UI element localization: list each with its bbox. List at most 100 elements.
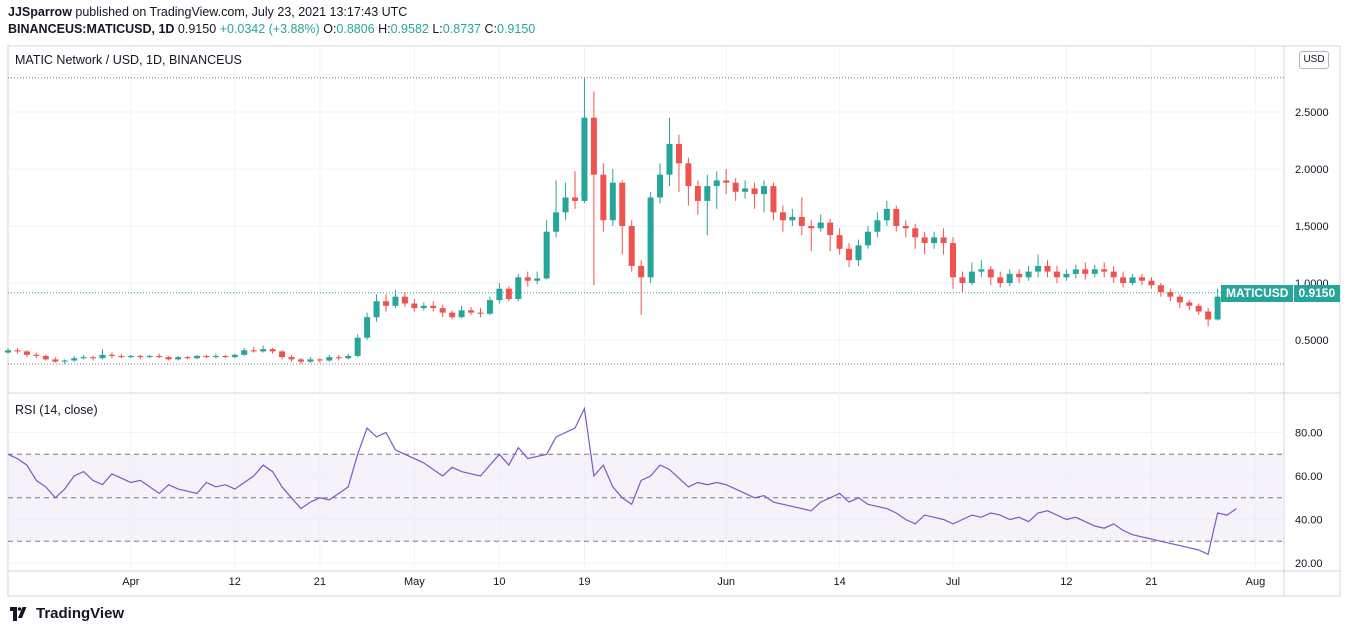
candle-body [846, 248, 853, 261]
candle-body [184, 357, 191, 359]
candle [401, 292, 408, 307]
candle-body [761, 186, 767, 195]
rsi-legend: RSI (14, close) [15, 403, 98, 417]
candle-body [316, 359, 323, 361]
candle [902, 220, 909, 238]
currency-button[interactable]: USD [1299, 51, 1329, 69]
candle-body [694, 186, 701, 201]
candle [808, 220, 815, 252]
candle [1006, 269, 1013, 287]
candle [1205, 308, 1212, 327]
candle [420, 302, 427, 311]
candle-body [250, 350, 257, 352]
candle [883, 200, 890, 226]
candle [723, 169, 730, 195]
candle [647, 191, 654, 283]
candle [1214, 288, 1221, 321]
candle-body [940, 237, 947, 244]
tradingview-logo-icon [10, 606, 27, 621]
publisher-name[interactable]: JJSparrow [8, 5, 72, 19]
candle-body [42, 355, 49, 360]
last-price: 0.9150 [177, 22, 217, 36]
candle-body [108, 354, 115, 356]
candle [581, 77, 588, 204]
candle-body [1148, 280, 1155, 286]
candle-body [1139, 277, 1145, 281]
candle-body [486, 300, 493, 314]
candle [1101, 262, 1108, 278]
candle [704, 174, 711, 236]
candle-body [345, 355, 352, 359]
candle-body [146, 355, 153, 358]
x-tick-label: Apr [122, 576, 139, 588]
candle-body [959, 277, 966, 283]
candle [71, 355, 78, 362]
candle [779, 205, 786, 232]
candle-body [628, 226, 635, 266]
candle-body [1120, 277, 1127, 283]
high-label: H: [378, 22, 391, 36]
y-tick-label: 1.5000 [1295, 221, 1329, 233]
candle-body [203, 355, 210, 358]
candle [42, 354, 49, 361]
candle-body [401, 296, 408, 304]
candle [978, 260, 985, 278]
candle-body [779, 212, 786, 221]
candle-body [647, 197, 654, 278]
candle-body [5, 350, 11, 353]
candle-body [912, 228, 919, 238]
candle-body [1101, 269, 1108, 272]
x-tick-label: Aug [1246, 576, 1266, 588]
candle [33, 352, 40, 359]
candle [827, 219, 834, 252]
candle [997, 271, 1004, 288]
y-tick-label: 2.5000 [1295, 107, 1329, 119]
candle-body [827, 222, 834, 236]
candle [335, 354, 342, 361]
candle-body [581, 117, 588, 201]
candle [288, 354, 295, 362]
candle [798, 197, 805, 236]
low-value: 0.8737 [442, 22, 482, 36]
candle-body [61, 360, 68, 362]
candle [1091, 264, 1098, 278]
candle [562, 182, 569, 221]
candle [751, 182, 758, 209]
candle-body [534, 278, 541, 281]
candle-body [921, 237, 928, 244]
candle [326, 354, 333, 362]
candle-body [590, 117, 597, 175]
symbol-title: BINANCEUS:MATICUSD, 1D [8, 22, 175, 36]
candle [345, 353, 352, 360]
y-tick-label: 0.5000 [1295, 335, 1329, 347]
candle-body [883, 208, 890, 221]
chart-frame [7, 45, 1341, 597]
candle-body [515, 277, 522, 299]
x-tick-label: May [404, 576, 425, 588]
candle [789, 208, 796, 226]
candle [165, 355, 172, 361]
candle [373, 294, 380, 322]
candle [156, 353, 163, 359]
candle-body [1044, 265, 1051, 272]
candle [1063, 269, 1070, 281]
x-tick-label: 14 [833, 576, 845, 588]
candle [515, 273, 522, 302]
candle [713, 171, 720, 209]
candle-body [789, 216, 796, 221]
candle [543, 220, 550, 280]
candle-body [543, 231, 550, 279]
candle [600, 163, 607, 232]
x-tick-label: 12 [1060, 576, 1072, 588]
low-label: L: [432, 22, 443, 36]
x-tick-label: 21 [1145, 576, 1157, 588]
footer-brand[interactable]: TradingView [8, 605, 124, 622]
candle [657, 163, 664, 204]
candle-body [864, 231, 871, 246]
open-label: O: [323, 22, 337, 36]
candle-body [175, 357, 182, 360]
candle-body [1186, 302, 1193, 306]
publish-line: JJSparrow published on TradingView.com, … [8, 5, 407, 19]
candle-body [931, 237, 938, 244]
